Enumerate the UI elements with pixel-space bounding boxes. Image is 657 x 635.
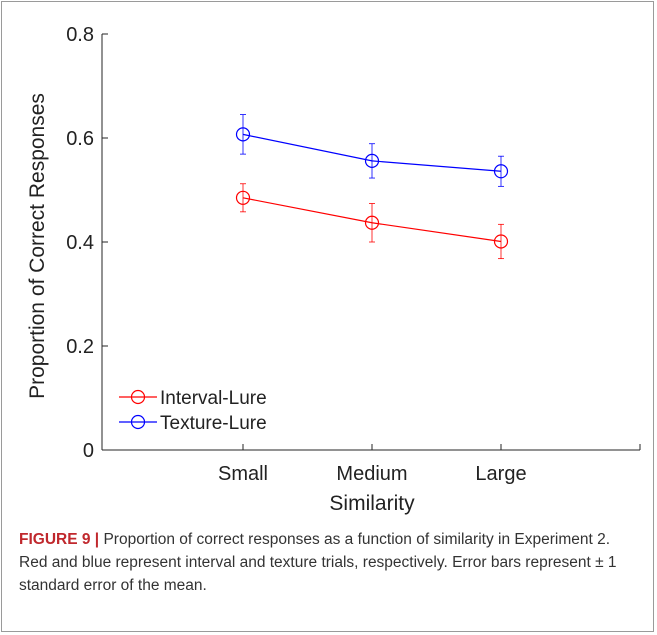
series-2	[235, 114, 509, 187]
x-axis-label: Similarity	[329, 492, 415, 515]
legend-label: Interval-Lure	[160, 388, 267, 409]
y-tick-label: 0.6	[66, 128, 94, 150]
data-point	[235, 127, 251, 142]
chart: 0 0.2 0.4 0.6 0.8 Small Medium Large Interval-L…	[26, 24, 641, 515]
x-tick-label: Large	[475, 463, 526, 485]
y-tick-label: 0.4	[66, 232, 94, 254]
y-tick-label: 0	[83, 440, 94, 462]
caption-text: Proportion of correct responses as a fun…	[19, 531, 617, 594]
series-1	[235, 183, 509, 260]
legend-label: Texture-Lure	[160, 413, 267, 434]
data-point	[364, 153, 380, 168]
x-tick-label: Small	[218, 463, 268, 485]
y-tick-label: 0.2	[66, 336, 94, 358]
series-layer	[235, 114, 509, 260]
figure-caption: FIGURE 9 | Proportion of correct respons…	[19, 528, 639, 597]
axes: 0 0.2 0.4 0.6 0.8 Small Medium Large	[66, 24, 641, 485]
x-tick-label: Medium	[336, 463, 407, 485]
data-point	[364, 215, 380, 230]
y-axis-label: Proportion of Correct Responses	[26, 93, 49, 399]
data-point	[493, 234, 509, 249]
y-tick-label: 0.8	[66, 24, 94, 46]
caption-lead: FIGURE 9 |	[19, 531, 100, 548]
data-point	[493, 164, 509, 179]
data-point	[235, 190, 251, 205]
legend-marker	[130, 414, 146, 430]
legend: Interval-Lure Texture-Lure	[119, 388, 267, 434]
legend-marker	[130, 389, 146, 405]
